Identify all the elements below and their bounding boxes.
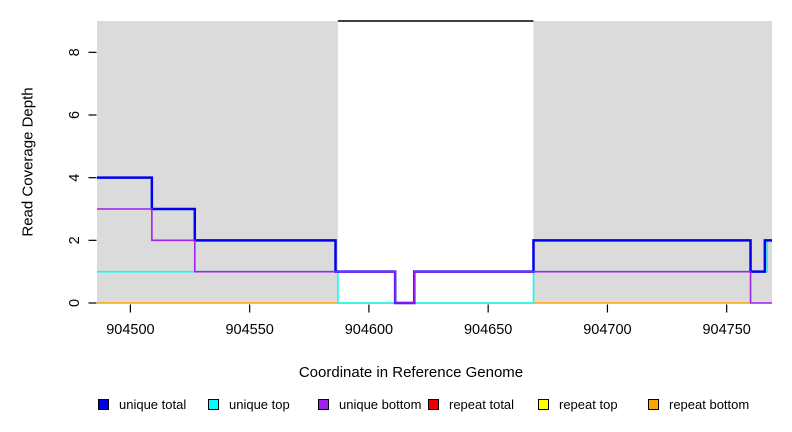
legend-swatch-unique-total [98,399,109,410]
legend-label: unique total [119,397,187,412]
y-axis-tick-label: 6 [67,111,83,119]
y-axis-tick-label: 8 [67,48,83,56]
legend-item-unique-total: unique total [98,397,186,412]
legend: unique total unique top unique bottom repea… [0,397,792,417]
series-unique-top-line [97,239,772,304]
y-axis-tick-label: 4 [67,174,83,182]
y-axis-label: Read Coverage Depth [19,87,37,237]
legend-label: repeat top [559,397,618,412]
legend-item-unique-top: unique top [208,397,290,412]
legend-label: repeat bottom [669,397,750,412]
legend-item-repeat-top: repeat top [538,397,618,412]
x-axis-tick-label: 904650 [464,322,512,338]
x-axis-tick-label: 904600 [345,322,393,338]
x-axis-tick-label: 904500 [106,322,154,338]
legend-label: unique top [229,397,290,412]
legend-label: repeat total [449,397,515,412]
legend-swatch-repeat-bottom [648,399,659,410]
legend-swatch-repeat-total [428,399,439,410]
series-unique-bottom-line [97,208,772,304]
legend-item-repeat-total: repeat total [428,397,514,412]
x-axis-tick-label: 904550 [225,322,273,338]
y-axis-tick-label: 2 [67,236,83,244]
legend-label: unique bottom [339,397,422,412]
legend-item-repeat-bottom: repeat bottom [648,397,749,412]
legend-item-unique-bottom: unique bottom [318,397,421,412]
shaded-unique-region [533,21,772,303]
y-axis-tick-label: 0 [67,299,83,307]
legend-swatch-unique-top [208,399,219,410]
x-axis-tick-label: 904700 [583,322,631,338]
legend-swatch-repeat-top [538,399,549,410]
x-axis-tick-label: 904750 [702,322,750,338]
legend-swatch-unique-bottom [318,399,329,410]
shaded-unique-region [97,21,338,303]
x-axis-label: Coordinate in Reference Genome [298,364,524,381]
